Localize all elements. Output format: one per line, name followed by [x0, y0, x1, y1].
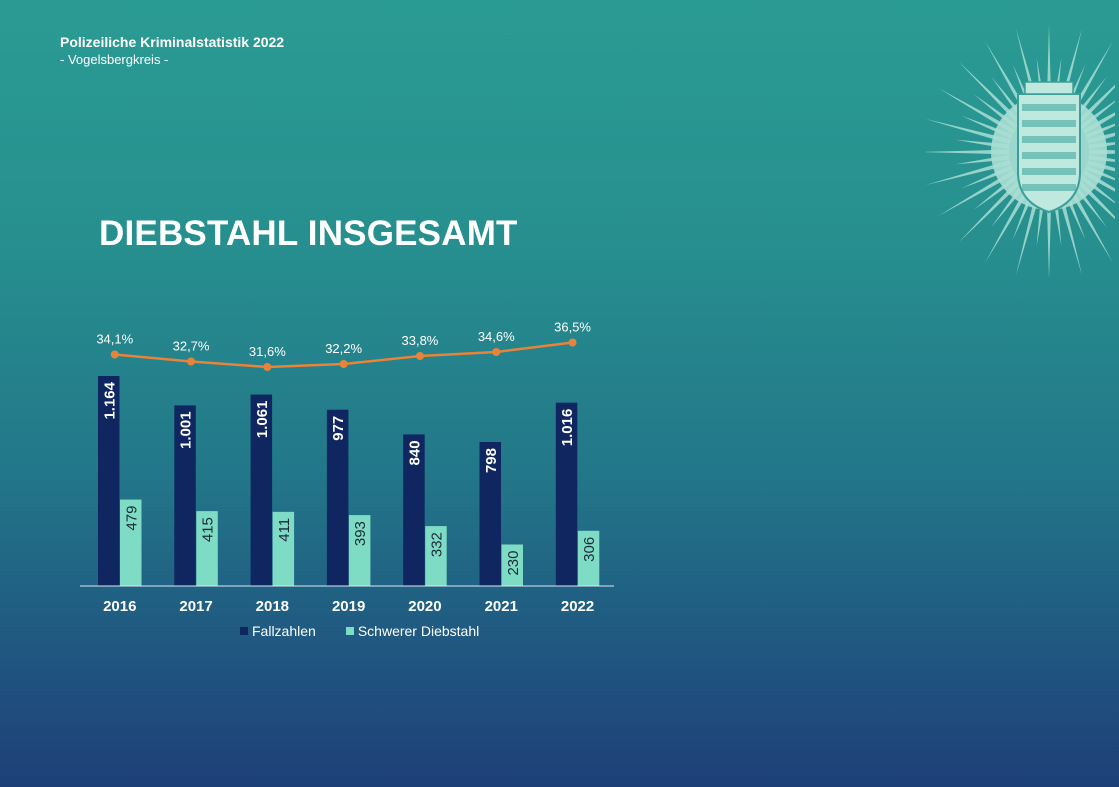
bar-schwerer-diebstahl-2017	[196, 511, 218, 586]
data-label-fallzahlen-2017: 1.001	[178, 411, 195, 449]
legend-swatch-schwerer-diebstahl	[345, 627, 354, 635]
line-point-2017	[187, 357, 196, 366]
bar-schwerer-diebstahl-2022	[577, 530, 600, 586]
line-point-2020	[415, 352, 424, 360]
data-label-schwerer-diebstahl-2018: 411	[276, 518, 293, 542]
header: Polizeiliche Kriminalstatistik 2022 - Vo…	[60, 34, 284, 68]
data-label-fallzahlen-2022: 1.016	[559, 409, 576, 447]
bar-fallzahlen-2020	[403, 434, 425, 586]
line-label-2022: 36,5%	[554, 320, 591, 335]
header-title: Polizeiliche Kriminalstatistik 2022	[60, 34, 285, 50]
page-title: DIEBSTAHL INSGESAMT	[99, 214, 518, 253]
x-tick-label-2021: 2021	[485, 598, 518, 615]
x-tick-label-2020: 2020	[408, 598, 441, 615]
line-label-2020: 33,8%	[402, 333, 439, 348]
bar-fallzahlen-2019	[326, 409, 349, 586]
bar-schwerer-diebstahl-2020	[425, 526, 447, 586]
line-point-2019	[339, 360, 348, 368]
line-point-2016	[110, 350, 119, 359]
data-label-schwerer-diebstahl-2021: 230	[505, 551, 522, 576]
data-label-fallzahlen-2018: 1.061	[254, 401, 271, 439]
data-label-schwerer-diebstahl-2019: 393	[352, 521, 369, 546]
line-label-2019: 32,2%	[325, 341, 362, 356]
bar-schwerer-diebstahl-2016	[120, 499, 142, 586]
data-label-fallzahlen-2019: 977	[330, 416, 347, 441]
bar-schwerer-diebstahl-2018	[272, 511, 295, 586]
data-label-schwerer-diebstahl-2016: 479	[123, 506, 140, 531]
legend-label-schwerer-diebstahl: Schwerer Diebstahl	[357, 623, 480, 639]
line-point-2021	[492, 348, 501, 356]
line-label-2018: 31,6%	[249, 344, 286, 359]
data-label-fallzahlen-2016: 1.164	[101, 381, 118, 419]
bar-fallzahlen-2018	[250, 394, 273, 586]
legend-label-fallzahlen: Fallzahlen	[252, 623, 316, 639]
bar-schwerer-diebstahl-2021	[501, 544, 523, 586]
hessen-police-star-emblem-icon	[925, 24, 1115, 277]
header-subtitle: - Vogelsbergkreis -	[60, 52, 169, 67]
bar-schwerer-diebstahl-2019	[348, 515, 371, 586]
legend-item-fallzahlen: Fallzahlen	[240, 623, 316, 639]
bar-fallzahlen-2016	[98, 376, 120, 586]
legend-item-schwerer-diebstahl: Schwerer Diebstahl	[345, 623, 480, 639]
data-label-schwerer-diebstahl-2022: 306	[581, 537, 598, 562]
data-label-fallzahlen-2021: 798	[483, 448, 500, 473]
legend-swatch-fallzahlen	[240, 627, 248, 635]
data-label-schwerer-diebstahl-2020: 332	[428, 532, 445, 557]
bar-fallzahlen-2017	[174, 405, 196, 586]
line-label-2021: 34,6%	[478, 329, 515, 344]
x-tick-label-2018: 2018	[256, 598, 289, 615]
x-tick-label-2017: 2017	[179, 598, 212, 615]
x-tick-label-2022: 2022	[561, 598, 594, 615]
bar-fallzahlen-2021	[479, 442, 501, 586]
line-label-2017: 32,7%	[173, 339, 210, 354]
bar-fallzahlen-2022	[555, 402, 578, 586]
legend: Fallzahlen Schwerer Diebstahl	[240, 623, 479, 639]
line-point-2022	[568, 338, 577, 347]
x-tick-label-2016: 2016	[103, 598, 136, 615]
line-label-2016: 34,1%	[96, 332, 133, 347]
data-label-schwerer-diebstahl-2017: 415	[200, 517, 217, 542]
line-point-2018	[263, 363, 272, 371]
data-label-fallzahlen-2020: 840	[406, 440, 423, 465]
x-tick-label-2019: 2019	[332, 598, 365, 615]
